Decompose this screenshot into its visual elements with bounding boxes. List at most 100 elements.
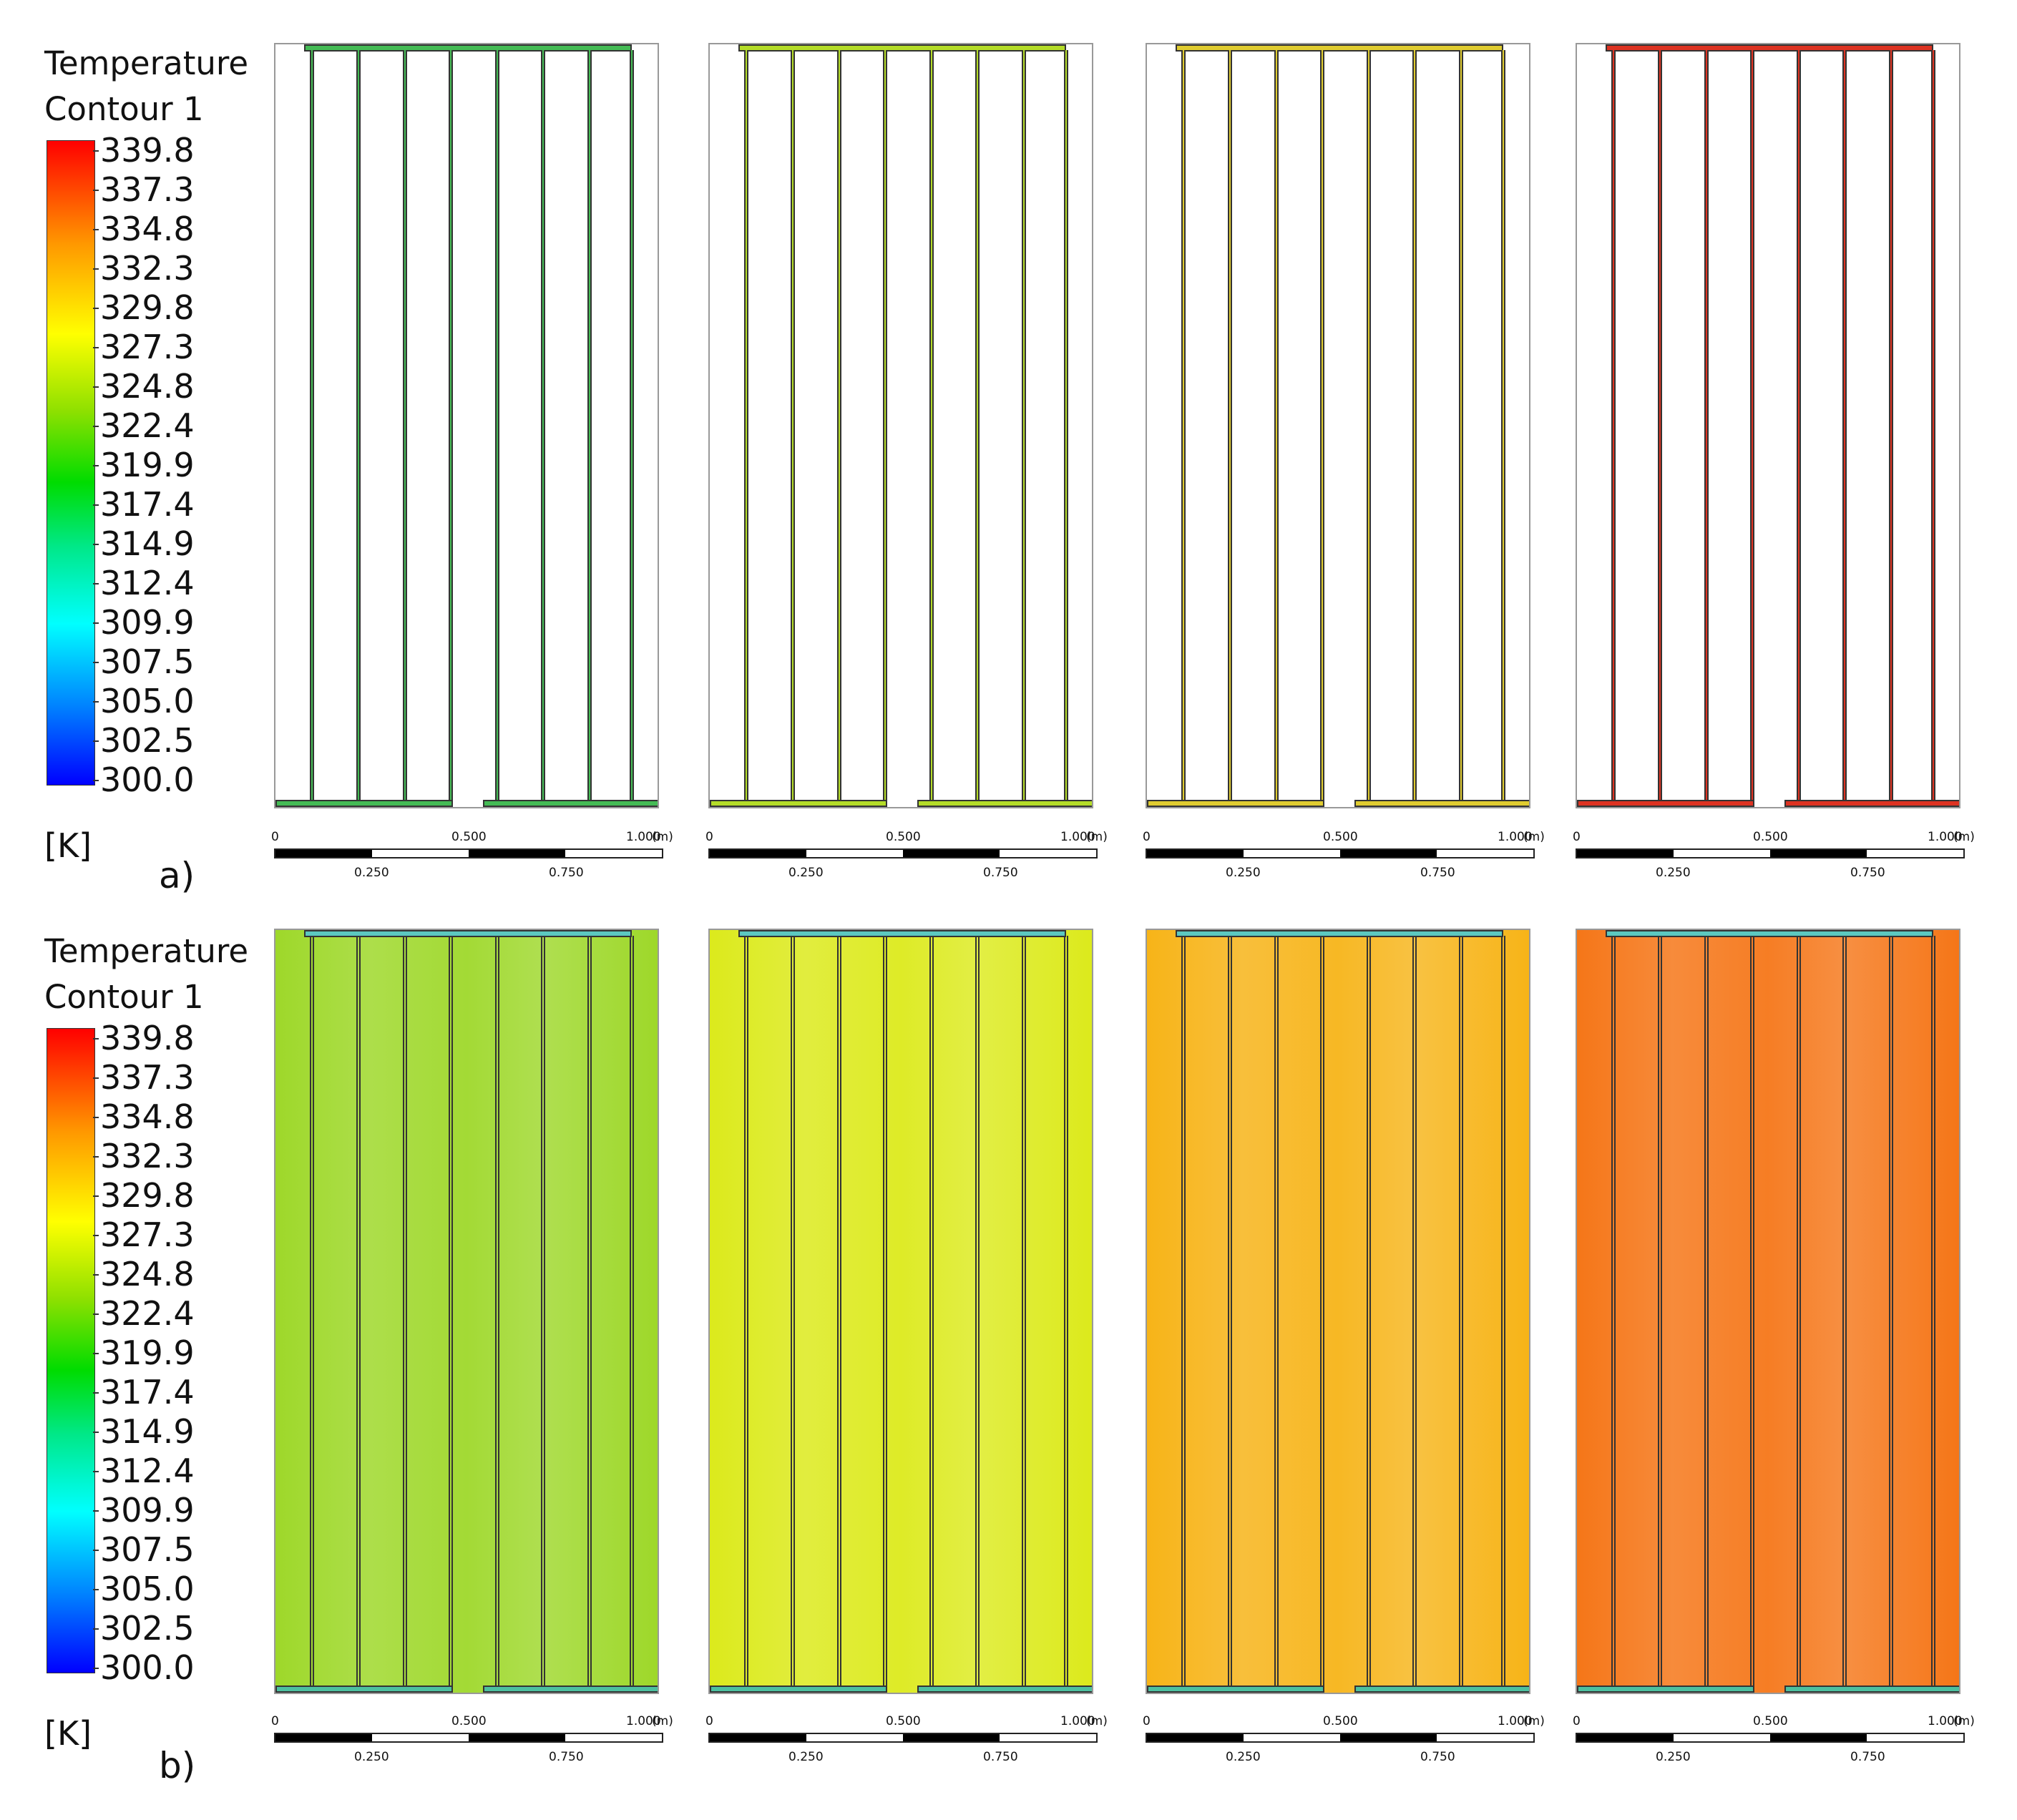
colorbar-tick-label: 302.5 bbox=[93, 721, 195, 760]
scale-label-q3: 0.750 bbox=[1850, 866, 1885, 880]
scale-label-q1: 0.250 bbox=[1656, 1750, 1691, 1764]
riser-tube bbox=[629, 50, 634, 801]
scale-label-start: 0 bbox=[1143, 1714, 1151, 1728]
riser-tube bbox=[1458, 50, 1463, 801]
riser-tube bbox=[494, 50, 499, 801]
bottom-header-pipe bbox=[483, 1686, 658, 1693]
colorbar-tick-label: 319.9 bbox=[93, 446, 195, 484]
riser-tube bbox=[629, 936, 634, 1687]
riser-tube bbox=[1930, 50, 1935, 801]
scale-label-start: 0 bbox=[1143, 830, 1151, 844]
riser-tube bbox=[1274, 50, 1279, 801]
contour-panel-b-4 bbox=[1576, 929, 1960, 1694]
scale-label-q3: 0.750 bbox=[983, 1750, 1018, 1764]
bottom-header-pipe bbox=[1784, 1686, 1959, 1693]
top-header-pipe bbox=[304, 44, 632, 52]
scale-unit: (m) bbox=[652, 1714, 673, 1728]
contour-panel-a-4 bbox=[1576, 43, 1960, 808]
scale-bar: 0 0.500 1.000 (m) 0.250 0.750 bbox=[1143, 1714, 1546, 1779]
legend-title-line1: Temperature bbox=[44, 44, 249, 82]
colorbar-tick-label: 305.0 bbox=[93, 682, 195, 720]
riser-tube bbox=[1181, 936, 1186, 1687]
riser-tube bbox=[1021, 50, 1026, 801]
riser-tube bbox=[356, 50, 361, 801]
top-header-pipe bbox=[1606, 44, 1933, 52]
scale-unit: (m) bbox=[1953, 1714, 1975, 1728]
colorbar-tick-label: 302.5 bbox=[93, 1609, 195, 1648]
riser-tube bbox=[587, 936, 592, 1687]
colorbar-tick-label: 334.8 bbox=[93, 210, 195, 248]
riser-tube bbox=[1181, 50, 1186, 801]
riser-tube bbox=[1500, 936, 1505, 1687]
riser-tube bbox=[836, 936, 841, 1687]
figure-label-a: a) bbox=[159, 855, 195, 896]
riser-tube bbox=[1888, 50, 1893, 801]
scale-bar-graphic bbox=[1576, 1733, 1965, 1743]
riser-tube bbox=[1458, 936, 1463, 1687]
figure-label-b: b) bbox=[159, 1745, 196, 1786]
riser-tube bbox=[1657, 50, 1662, 801]
colorbar-tick-label: 332.3 bbox=[93, 249, 195, 288]
colorbar-tick-label: 307.5 bbox=[93, 642, 195, 681]
riser-tube bbox=[587, 50, 592, 801]
riser-tube bbox=[836, 50, 841, 801]
top-header-pipe bbox=[304, 930, 632, 937]
contour-panel-b-3 bbox=[1146, 929, 1530, 1694]
riser-tube bbox=[1412, 936, 1417, 1687]
scale-label-q3: 0.750 bbox=[1420, 866, 1455, 880]
colorbar-tick-label: 314.9 bbox=[93, 1412, 195, 1451]
scale-label-end: 1.000 bbox=[626, 1714, 661, 1728]
scale-label-end: 1.000 bbox=[1060, 1714, 1095, 1728]
colorbar-tick-label: 329.8 bbox=[93, 288, 195, 327]
colorbar-tick-label: 307.5 bbox=[93, 1530, 195, 1569]
contour-panel-a-2 bbox=[708, 43, 1093, 808]
top-header-pipe bbox=[738, 44, 1066, 52]
colorbar-tick-label: 339.8 bbox=[93, 1019, 195, 1057]
scale-label-end: 1.000 bbox=[1928, 1714, 1963, 1728]
riser-tube bbox=[929, 50, 934, 801]
colorbar-tick-label: 332.3 bbox=[93, 1137, 195, 1175]
riser-tube bbox=[790, 936, 795, 1687]
riser-tube bbox=[449, 936, 454, 1687]
scale-label-mid: 0.500 bbox=[1753, 1714, 1788, 1728]
colorbar-ticks-b: 339.8 337.3 334.8 332.3 329.8 327.3 324.8 322.4… bbox=[93, 1022, 265, 1684]
scale-label-start: 0 bbox=[1573, 1714, 1581, 1728]
scale-bar: 0 0.500 1.000 (m) 0.250 0.750 bbox=[1573, 1714, 1976, 1779]
scale-unit: (m) bbox=[1086, 1714, 1108, 1728]
scale-bar-graphic bbox=[274, 848, 663, 858]
bottom-header-pipe bbox=[1577, 1686, 1754, 1693]
riser-tube bbox=[356, 936, 361, 1687]
riser-tube bbox=[1704, 50, 1709, 801]
scale-label-end: 1.000 bbox=[1060, 830, 1095, 844]
colorbar-tick-label: 309.9 bbox=[93, 1491, 195, 1530]
riser-tube bbox=[1611, 50, 1616, 801]
riser-tube bbox=[1227, 936, 1232, 1687]
colorbar-tick-label: 324.8 bbox=[93, 367, 195, 406]
riser-tube bbox=[1842, 936, 1847, 1687]
colorbar-tick-label: 327.3 bbox=[93, 328, 195, 366]
riser-tube bbox=[402, 936, 407, 1687]
top-header-pipe bbox=[738, 930, 1066, 937]
contour-panel-b-2 bbox=[708, 929, 1093, 1694]
bottom-header-pipe bbox=[710, 1686, 887, 1693]
scale-label-mid: 0.500 bbox=[886, 830, 921, 844]
scale-label-q3: 0.750 bbox=[983, 866, 1018, 880]
scale-label-q3: 0.750 bbox=[1850, 1750, 1885, 1764]
riser-tube bbox=[1750, 936, 1755, 1687]
riser-tube bbox=[494, 936, 499, 1687]
riser-tube bbox=[1274, 936, 1279, 1687]
colorbar-tick-label: 317.4 bbox=[93, 485, 195, 524]
colorbar-tick-label: 337.3 bbox=[93, 170, 195, 209]
riser-tube bbox=[883, 936, 888, 1687]
colorbar-tick-label: 324.8 bbox=[93, 1255, 195, 1293]
riser-tube bbox=[1063, 936, 1068, 1687]
scale-label-mid: 0.500 bbox=[1753, 830, 1788, 844]
scale-label-end: 1.000 bbox=[1928, 830, 1963, 844]
riser-tube bbox=[883, 50, 888, 801]
riser-tube bbox=[975, 936, 980, 1687]
bottom-header-pipe bbox=[275, 800, 453, 807]
unit-label-a: [K] bbox=[44, 826, 92, 865]
riser-tube bbox=[1796, 50, 1801, 801]
scale-label-mid: 0.500 bbox=[1323, 1714, 1358, 1728]
bottom-header-pipe bbox=[1354, 1686, 1529, 1693]
